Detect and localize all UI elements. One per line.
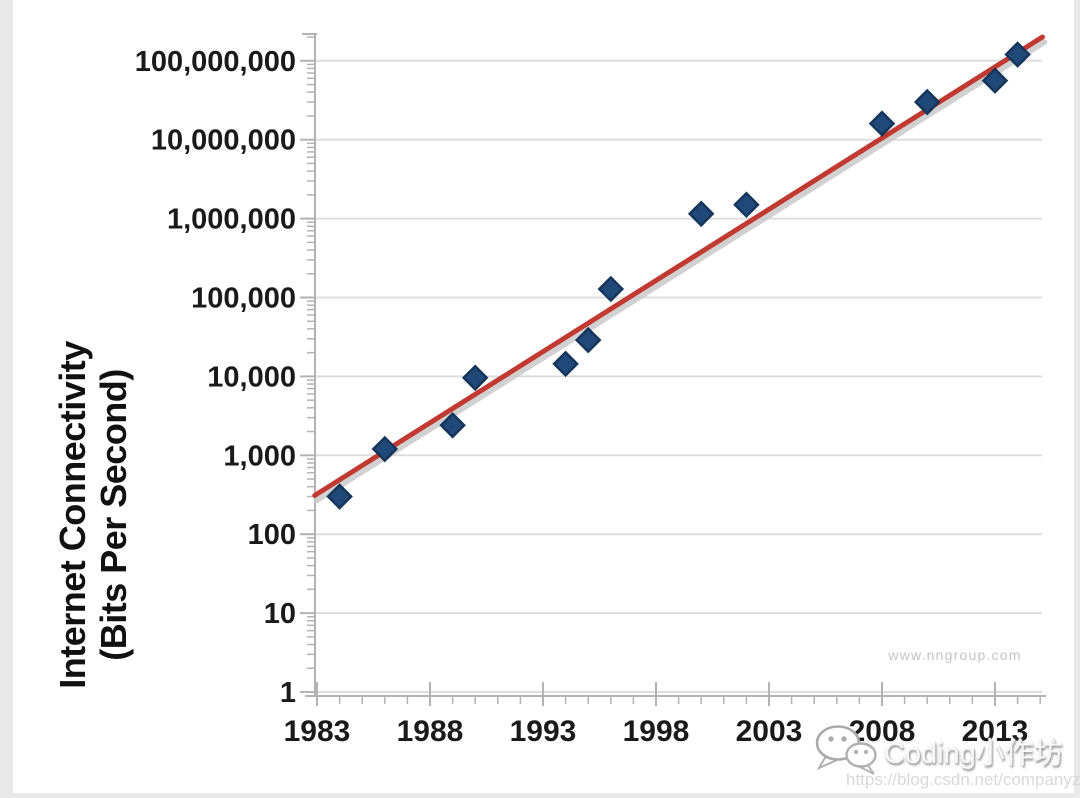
csdn-watermark-url: https://blog.csdn.net/companyzh — [846, 770, 1080, 789]
wechat-icon-eye — [863, 749, 869, 755]
nngroup-watermark: www.nngroup.com — [888, 647, 1022, 663]
wechat-icon — [815, 725, 877, 775]
data-point-diamond — [439, 412, 466, 439]
data-point-diamond — [1004, 41, 1031, 68]
data-point-diamond — [371, 435, 399, 463]
y-axis-title-line1: Internet Connectivity — [52, 341, 93, 689]
csdn-watermark-name: Coding小作坊 — [884, 738, 1063, 770]
x-tick-label: 1998 — [623, 715, 690, 748]
data-point-diamond — [552, 350, 579, 378]
y-tick-label: 10 — [264, 598, 296, 630]
x-tick-label: 2003 — [736, 715, 803, 748]
data-point-diamond — [574, 326, 602, 354]
y-tick-label: 100 — [248, 519, 296, 551]
wechat-icon-eye — [853, 749, 859, 755]
data-point-diamond — [981, 67, 1009, 94]
y-tick-label: 10,000 — [207, 361, 296, 393]
y-axis-title: Internet Connectivity (Bits Per Second) — [52, 285, 142, 745]
y-tick-label: 1,000 — [223, 440, 296, 472]
y-tick-label: 1,000,000 — [167, 204, 296, 236]
x-tick-label: 1993 — [510, 715, 577, 748]
y-tick-label: 100,000 — [191, 283, 296, 315]
y-tick-label: 10,000,000 — [151, 125, 296, 157]
data-point-diamond — [868, 110, 896, 137]
data-point-diamond — [687, 200, 715, 228]
y-axis-title-line2: (Bits Per Second) — [93, 369, 135, 661]
x-tick-label: 1988 — [397, 715, 464, 748]
data-point-diamond — [733, 191, 760, 218]
csdn-watermark: Coding小作坊 https://blog.csdn.net/companyz… — [812, 720, 1080, 796]
data-point-diamond — [461, 364, 489, 392]
trend-line — [312, 34, 1045, 498]
data-point-diamond — [326, 483, 353, 510]
y-tick-label: 1 — [280, 677, 296, 709]
y-tick-label: 100,000,000 — [135, 46, 296, 78]
x-tick-label: 1983 — [284, 715, 351, 748]
wechat-icon-eye — [828, 736, 834, 742]
data-point-diamond — [597, 275, 625, 303]
trend-line-shadow — [313, 39, 1048, 504]
wechat-icon-bubble-small — [845, 742, 877, 768]
data-point-diamond — [913, 88, 941, 116]
x-tick-label: 2013 — [962, 715, 1029, 748]
wechat-icon-eye — [841, 736, 847, 742]
